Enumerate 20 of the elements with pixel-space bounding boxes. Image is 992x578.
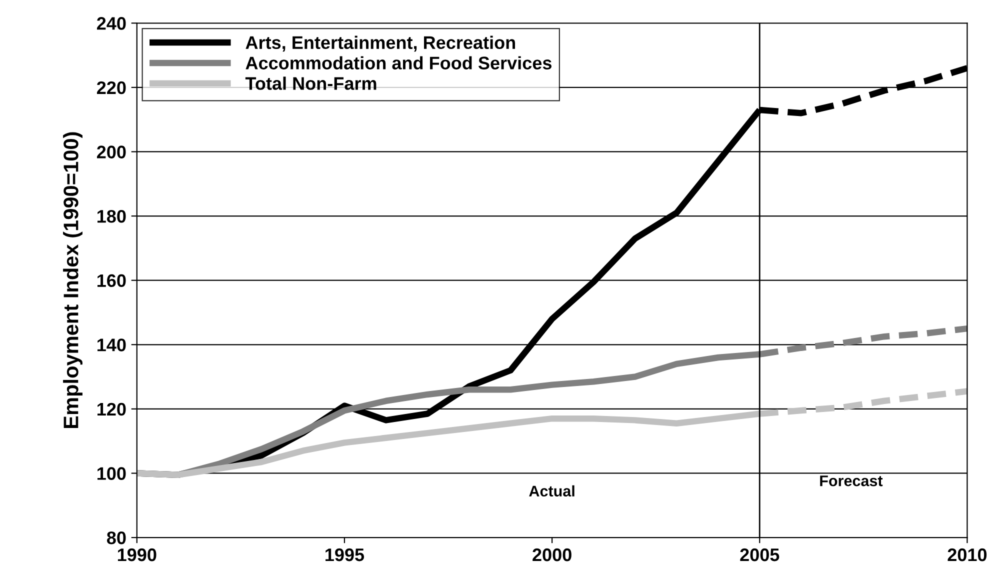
legend-label: Total Non-Farm [245, 76, 376, 90]
y-tick-label: 80 [106, 531, 126, 544]
y-tick-label: 180 [97, 210, 126, 223]
x-tick-label: 2000 [532, 548, 572, 562]
y-tick-label: 100 [97, 467, 126, 480]
y-tick-label: 120 [97, 402, 126, 416]
y-tick-label: 160 [97, 274, 126, 288]
x-tick-label: 2005 [740, 548, 780, 562]
annotation: Actual [529, 485, 574, 497]
x-tick-label: 2010 [948, 548, 987, 562]
y-tick-label: 220 [96, 81, 126, 94]
y-tick-label: 240 [96, 17, 126, 30]
y-tick-label: 200 [96, 146, 126, 158]
x-tick-label: 1990 [118, 548, 156, 562]
y-axis-title: Employment Index (1990=100) [63, 132, 82, 428]
y-tick-label: 140 [97, 338, 126, 352]
x-tick-label: 1995 [326, 548, 364, 562]
legend-label: Arts, Entertainment, Recreation [246, 36, 516, 52]
annotation: Forecast [820, 476, 883, 486]
legend-label: Accommodation and Food Services [246, 56, 552, 70]
